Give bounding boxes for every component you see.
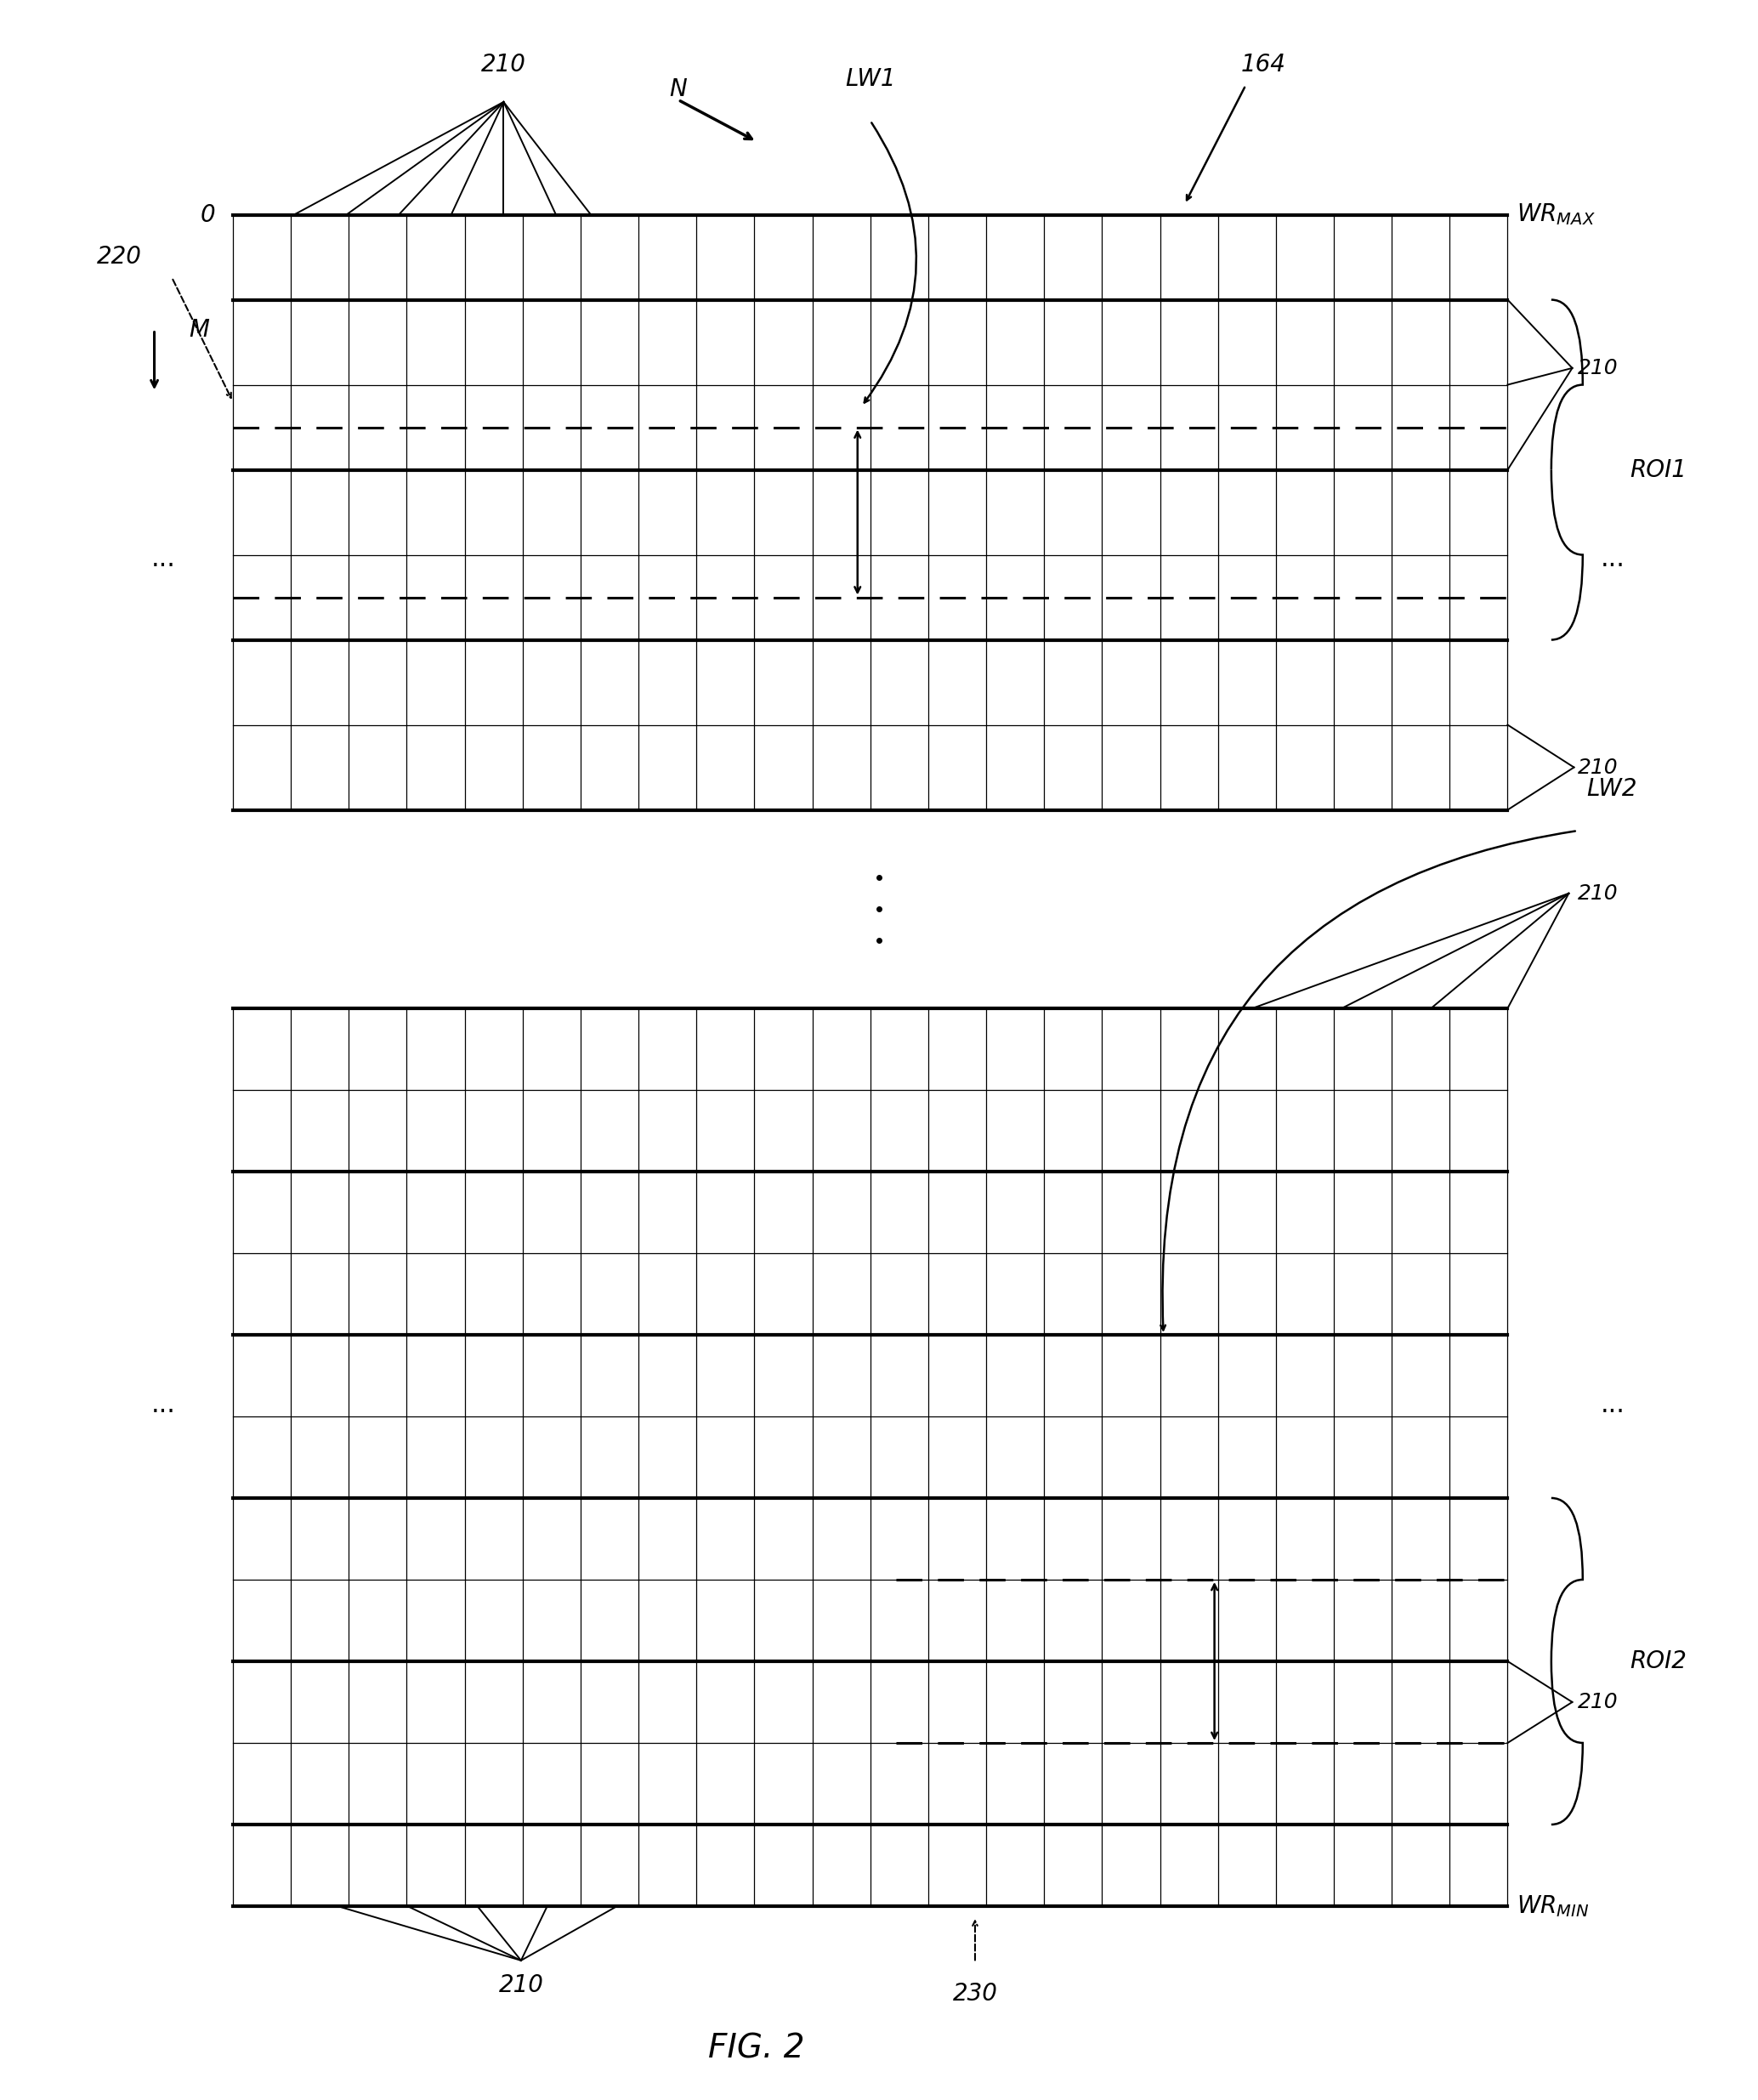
- Text: 210: 210: [499, 1974, 543, 1997]
- Text: 210: 210: [482, 52, 526, 76]
- Text: WR$_{\mathregular{MIN}}$: WR$_{\mathregular{MIN}}$: [1517, 1894, 1589, 1919]
- Text: ROI2: ROI2: [1630, 1648, 1686, 1674]
- Text: ...: ...: [1600, 1392, 1624, 1418]
- Text: 0: 0: [200, 204, 216, 227]
- Text: N: N: [670, 78, 687, 101]
- Text: 220: 220: [97, 244, 142, 269]
- Text: M: M: [190, 317, 209, 342]
- Text: LW2: LW2: [1586, 777, 1637, 800]
- Text: 164: 164: [1241, 52, 1285, 76]
- Text: ...: ...: [1600, 546, 1624, 571]
- Text: 210: 210: [1577, 884, 1617, 903]
- Text: FIG. 2: FIG. 2: [708, 2033, 805, 2064]
- Text: ...: ...: [151, 546, 176, 571]
- Text: 230: 230: [953, 1982, 997, 2006]
- Text: ...: ...: [151, 1392, 176, 1418]
- Text: 210: 210: [1577, 357, 1617, 378]
- Text: WR$_{\mathregular{MAX}}$: WR$_{\mathregular{MAX}}$: [1517, 202, 1595, 227]
- Text: 210: 210: [1577, 758, 1617, 777]
- Text: LW1: LW1: [846, 67, 895, 90]
- Text: ROI1: ROI1: [1630, 458, 1686, 481]
- Text: 210: 210: [1577, 1693, 1617, 1712]
